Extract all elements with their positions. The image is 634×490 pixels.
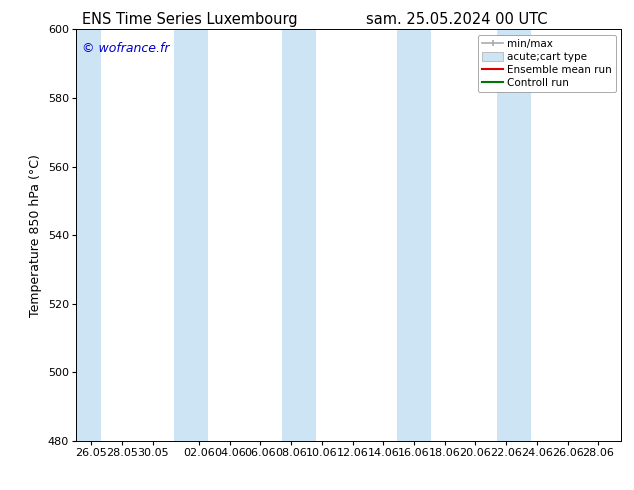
Text: sam. 25.05.2024 00 UTC: sam. 25.05.2024 00 UTC: [366, 12, 547, 27]
Bar: [174, 29, 208, 441]
Y-axis label: Temperature 850 hPa (°C): Temperature 850 hPa (°C): [29, 154, 42, 317]
Legend: min/max, acute;cart type, Ensemble mean run, Controll run: min/max, acute;cart type, Ensemble mean …: [478, 35, 616, 92]
Bar: [67, 29, 101, 441]
Text: ENS Time Series Luxembourg: ENS Time Series Luxembourg: [82, 12, 298, 27]
Text: © wofrance.fr: © wofrance.fr: [82, 42, 169, 55]
Bar: [497, 29, 531, 441]
Bar: [397, 29, 431, 441]
Bar: [282, 29, 316, 441]
